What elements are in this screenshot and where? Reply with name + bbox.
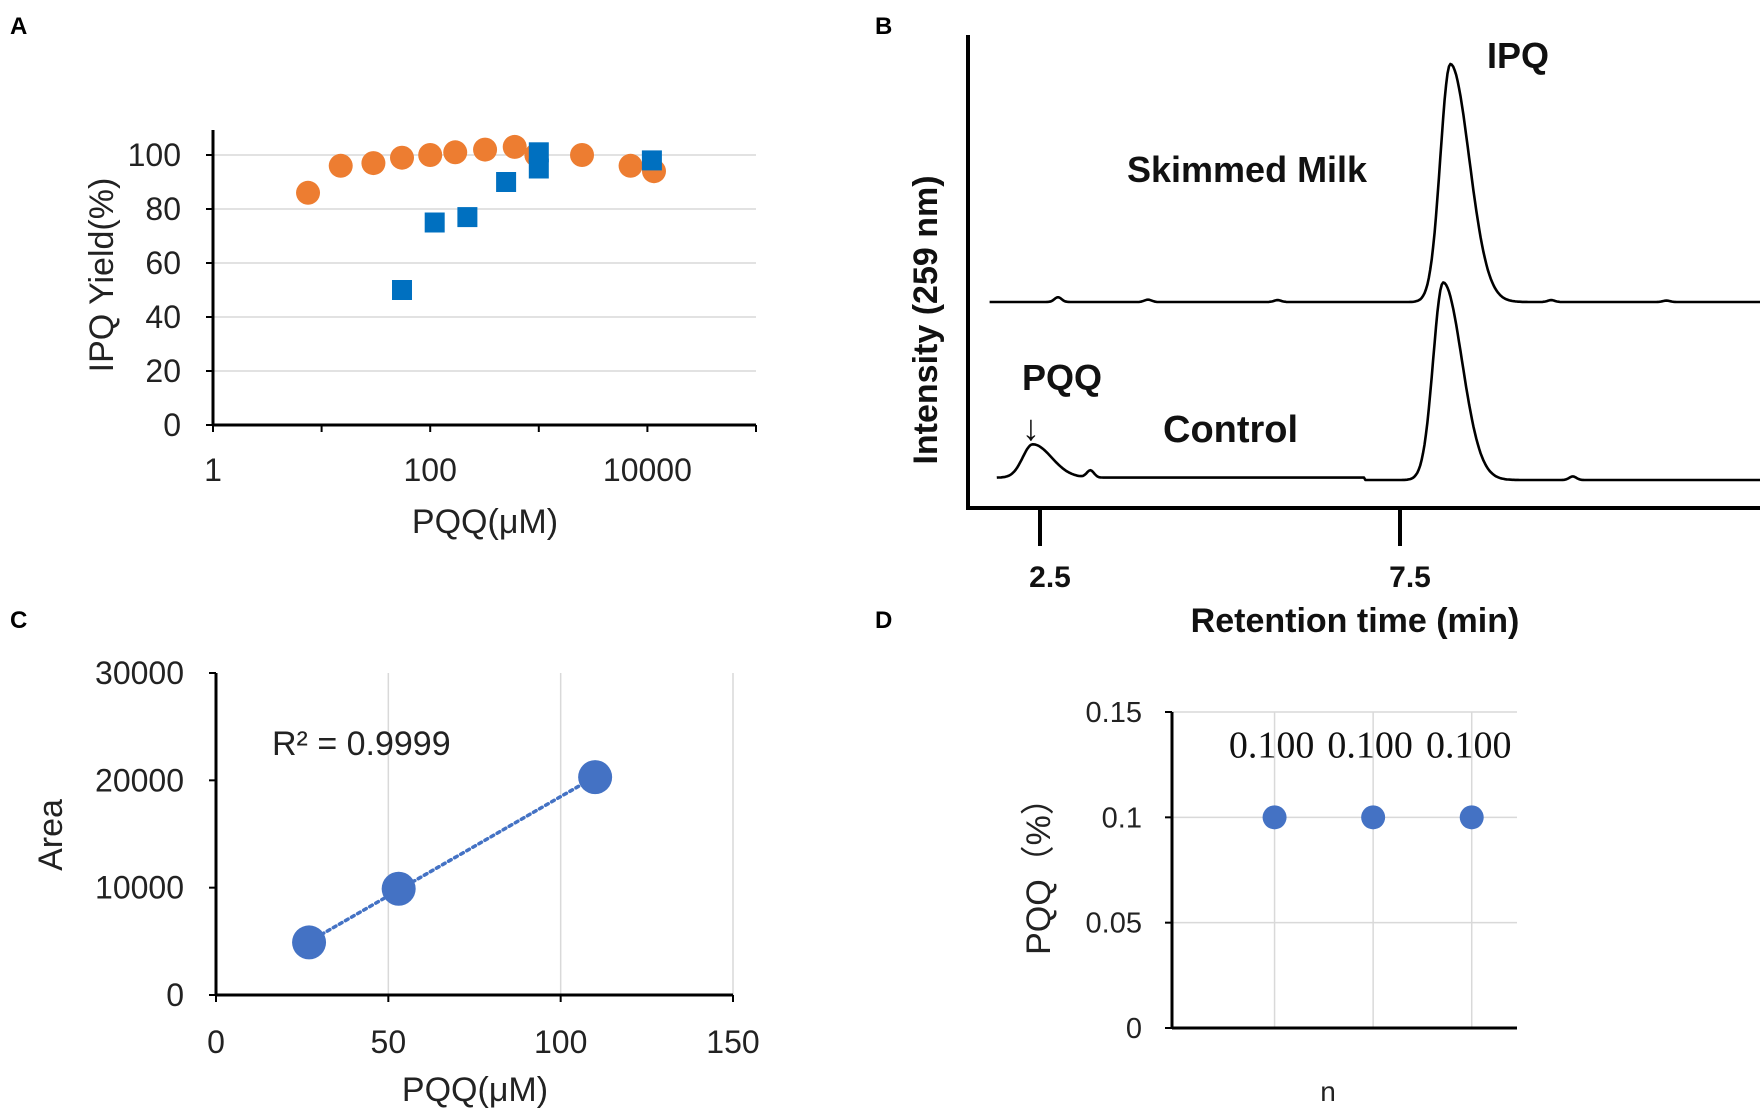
panel-a: A 1 100 10000 0 20 40 60 80 100 PQQ(μM) IPQ Yie… [10,13,757,541]
panel-c-label: C [10,607,27,634]
a-y-tick-label: 80 [145,191,181,227]
a-point-blue [528,158,549,179]
c-x-tick-label: 0 [207,1024,225,1060]
a-point-orange [328,153,353,178]
a-x-tick-label: 100 [404,452,457,488]
b-pqq-arrow: ↓ [1022,407,1040,448]
a-x-tick-label: 10000 [603,452,692,488]
a-point-blue [392,280,413,300]
c-y-tick-label: 30000 [95,655,184,691]
c-x-tick-label: 100 [534,1024,587,1060]
c-x-tick-label: 150 [706,1024,759,1060]
panel-c: C 0 50 100 150 0 10000 20000 30000 PQQ(μM) Are… [10,607,760,1109]
c-point [381,871,416,906]
b-x-label: Retention time (min) [1191,602,1520,640]
a-y-tick-label: 20 [145,353,181,389]
b-x-tick-label: 2.5 [1029,561,1071,594]
c-x-tick-label: 50 [371,1024,407,1060]
b-ipq-label: IPQ [1487,35,1549,76]
a-point-blue [528,142,549,163]
c-point [292,925,327,960]
a-point-orange [570,143,595,167]
a-y-tick-label: 40 [145,299,181,335]
c-r2-annotation: R² = 0.9999 [272,725,451,763]
panel-d: D 0 0.05 0.1 0.15 n PQQ（%） 0.100 0.100 0.100 [875,607,1517,1107]
panel-b-label: B [875,13,892,40]
a-point-orange [361,151,386,176]
d-y-label: PQQ（%） [1020,781,1058,955]
a-point-orange [418,143,443,167]
c-trendline [307,774,597,944]
d-y-tick-label: 0 [1126,1013,1142,1045]
d-x-label: n [1320,1076,1336,1107]
d-y-tick-label: 0.15 [1086,697,1142,729]
a-point-orange [296,180,321,205]
d-y-tick-label: 0.1 [1102,802,1142,834]
b-skimmed-label: Skimmed Milk [1127,149,1368,190]
a-point-orange [473,137,498,162]
a-point-orange [390,145,415,170]
d-point [1459,805,1484,830]
c-y-label: Area [32,799,70,871]
b-control-label: Control [1163,409,1298,451]
c-y-tick-label: 0 [166,977,184,1013]
a-x-label: PQQ(μM) [412,503,558,541]
a-y-tick-label: 60 [145,245,181,281]
a-x-tick-label: 1 [204,452,222,488]
d-data-label: 0.100 [1327,724,1413,766]
b-trace-skimmed-milk [989,62,1760,304]
panel-b: B 2.5 7.5 Retention time (min) Intensity … [875,13,1760,640]
a-point-blue [424,212,445,233]
d-y-tick-label: 0.05 [1086,908,1142,940]
c-y-tick-label: 10000 [95,870,184,906]
a-point-blue [496,172,517,192]
a-point-orange [618,153,643,178]
d-point [1361,805,1386,830]
c-y-tick-label: 20000 [95,762,184,798]
a-point-orange [502,134,527,159]
b-y-label: Intensity (259 nm) [907,175,945,464]
panel-d-label: D [875,607,892,634]
a-point-blue [641,150,662,171]
panel-a-label: A [10,13,27,40]
a-y-tick-label: 0 [163,407,181,443]
c-x-label: PQQ(μM) [402,1071,548,1109]
d-data-label: 0.100 [1229,724,1315,766]
d-point [1262,805,1287,830]
a-y-tick-label: 100 [128,137,181,173]
b-x-tick-label: 7.5 [1389,561,1431,594]
a-point-blue [457,207,478,228]
c-point [578,760,613,795]
b-trace-control [996,281,1760,482]
a-point-orange [443,140,468,165]
d-data-label: 0.100 [1426,724,1512,766]
b-pqq-label: PQQ [1022,357,1102,398]
a-y-label: IPQ Yield(%) [83,178,121,373]
